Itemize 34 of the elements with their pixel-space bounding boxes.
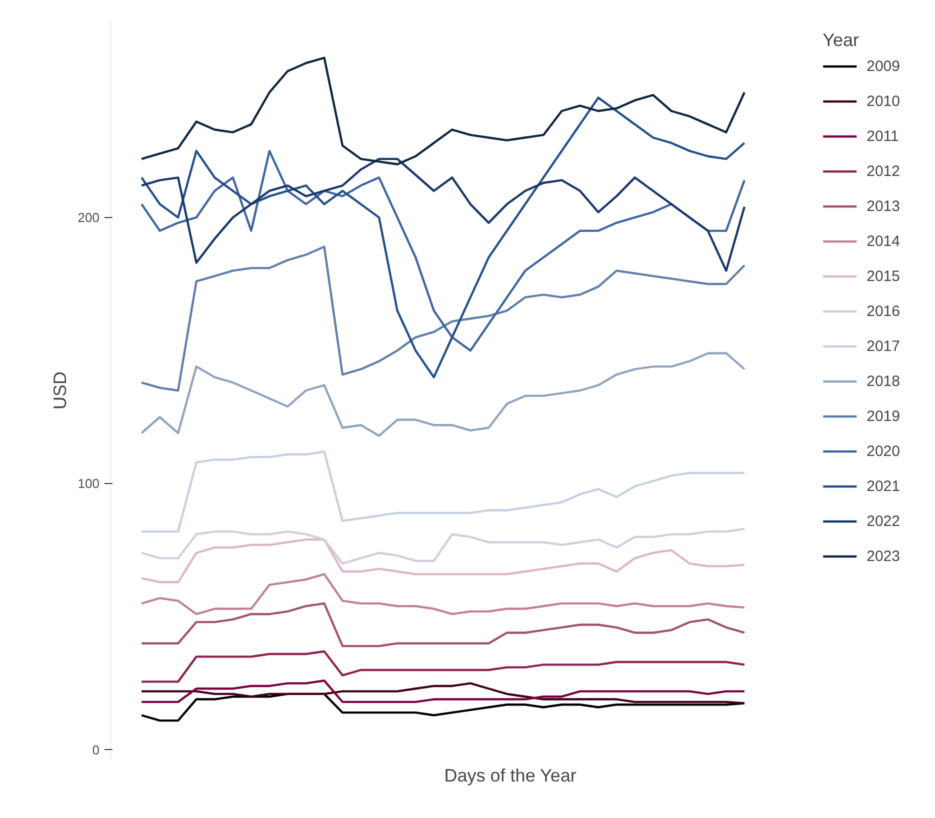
legend-title: Year: [822, 30, 860, 51]
line-series: [140, 96, 746, 378]
line-series: [140, 352, 746, 437]
legend-label: 2012: [866, 162, 900, 180]
legend-label: 2020: [866, 442, 900, 460]
x-axis-title: Days of the Year: [444, 766, 576, 786]
y-tick-label: 100: [78, 476, 100, 492]
legend-label: 2014: [866, 232, 900, 250]
legend-label: 2019: [866, 408, 900, 424]
line-series: [140, 56, 746, 166]
legend-label: 2011: [866, 128, 899, 144]
line-series: [140, 602, 746, 648]
line-series: [140, 538, 746, 584]
legend-label: 2013: [866, 198, 900, 214]
line-series: [140, 528, 746, 565]
y-axis-title: USD: [50, 371, 70, 410]
y-tick-label: 200: [78, 210, 100, 225]
legend-label: 2015: [866, 268, 900, 284]
y-tick-label: 0: [92, 742, 100, 758]
line-series: [140, 650, 746, 683]
legend-label: 2018: [866, 372, 900, 390]
legend-label: 2016: [866, 302, 900, 320]
line-series: [140, 150, 746, 352]
legend-label: 2010: [866, 92, 900, 110]
legend-label: 2009: [866, 58, 900, 74]
line-series: [140, 158, 746, 272]
legend-label: 2021: [866, 478, 900, 494]
line-series: [140, 450, 746, 533]
legend-label: 2022: [866, 512, 900, 530]
line-series: [140, 573, 746, 616]
line-series: [140, 692, 746, 722]
line-series: [140, 246, 746, 392]
legend-label: 2017: [866, 338, 900, 354]
legend-label: 2023: [866, 548, 900, 564]
